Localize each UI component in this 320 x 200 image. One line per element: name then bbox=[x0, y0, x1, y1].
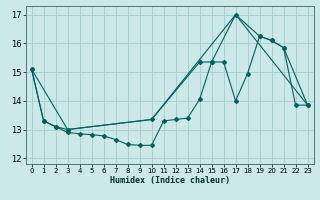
X-axis label: Humidex (Indice chaleur): Humidex (Indice chaleur) bbox=[109, 176, 230, 185]
